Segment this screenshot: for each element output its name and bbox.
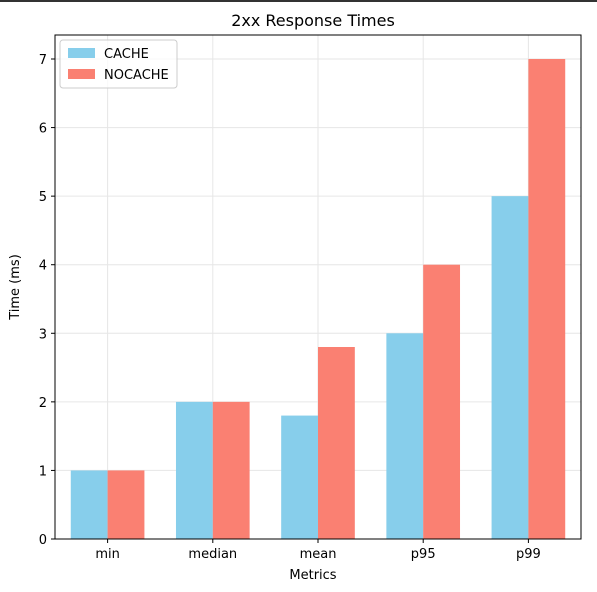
legend-swatch-nocache [68,69,95,79]
y-tick-label: 7 [39,53,47,68]
x-axis-label: Metrics [289,568,336,583]
x-tick-label: mean [300,547,337,562]
window-top-border [0,0,597,2]
y-tick-label: 5 [39,190,47,205]
x-tick-label: median [188,547,237,562]
x-axis-ticks: min median mean p95 p99 [95,539,541,562]
legend-label-cache: CACHE [104,47,149,62]
chart-title: 2xx Response Times [231,11,395,30]
bar-cache-mean [281,415,318,539]
bar-cache-median [175,401,213,539]
y-tick-label: 2 [39,396,47,411]
legend: CACHE NOCACHE [59,39,178,89]
bar-nocache-median [212,401,250,539]
y-tick-label: 6 [39,122,47,137]
x-tick-label: p99 [516,547,541,562]
bars [70,59,566,539]
y-tick-label: 3 [39,327,47,342]
y-axis-ticks: 0 1 2 3 4 5 6 7 [39,53,55,548]
bar-cache-min [70,470,108,539]
bar-nocache-mean [318,347,355,539]
legend-label-nocache: NOCACHE [104,68,169,83]
bar-cache-p95 [386,333,424,539]
y-tick-label: 1 [39,464,47,479]
y-tick-label: 0 [39,533,47,548]
bar-nocache-p99 [528,59,566,539]
bar-cache-p99 [491,196,529,539]
y-tick-label: 4 [39,259,47,274]
bar-nocache-min [107,470,145,539]
bar-nocache-p95 [423,264,461,539]
x-tick-label: min [95,547,120,562]
x-tick-label: p95 [411,547,436,562]
legend-swatch-cache [68,48,95,58]
y-axis-label: Time (ms) [8,254,23,321]
